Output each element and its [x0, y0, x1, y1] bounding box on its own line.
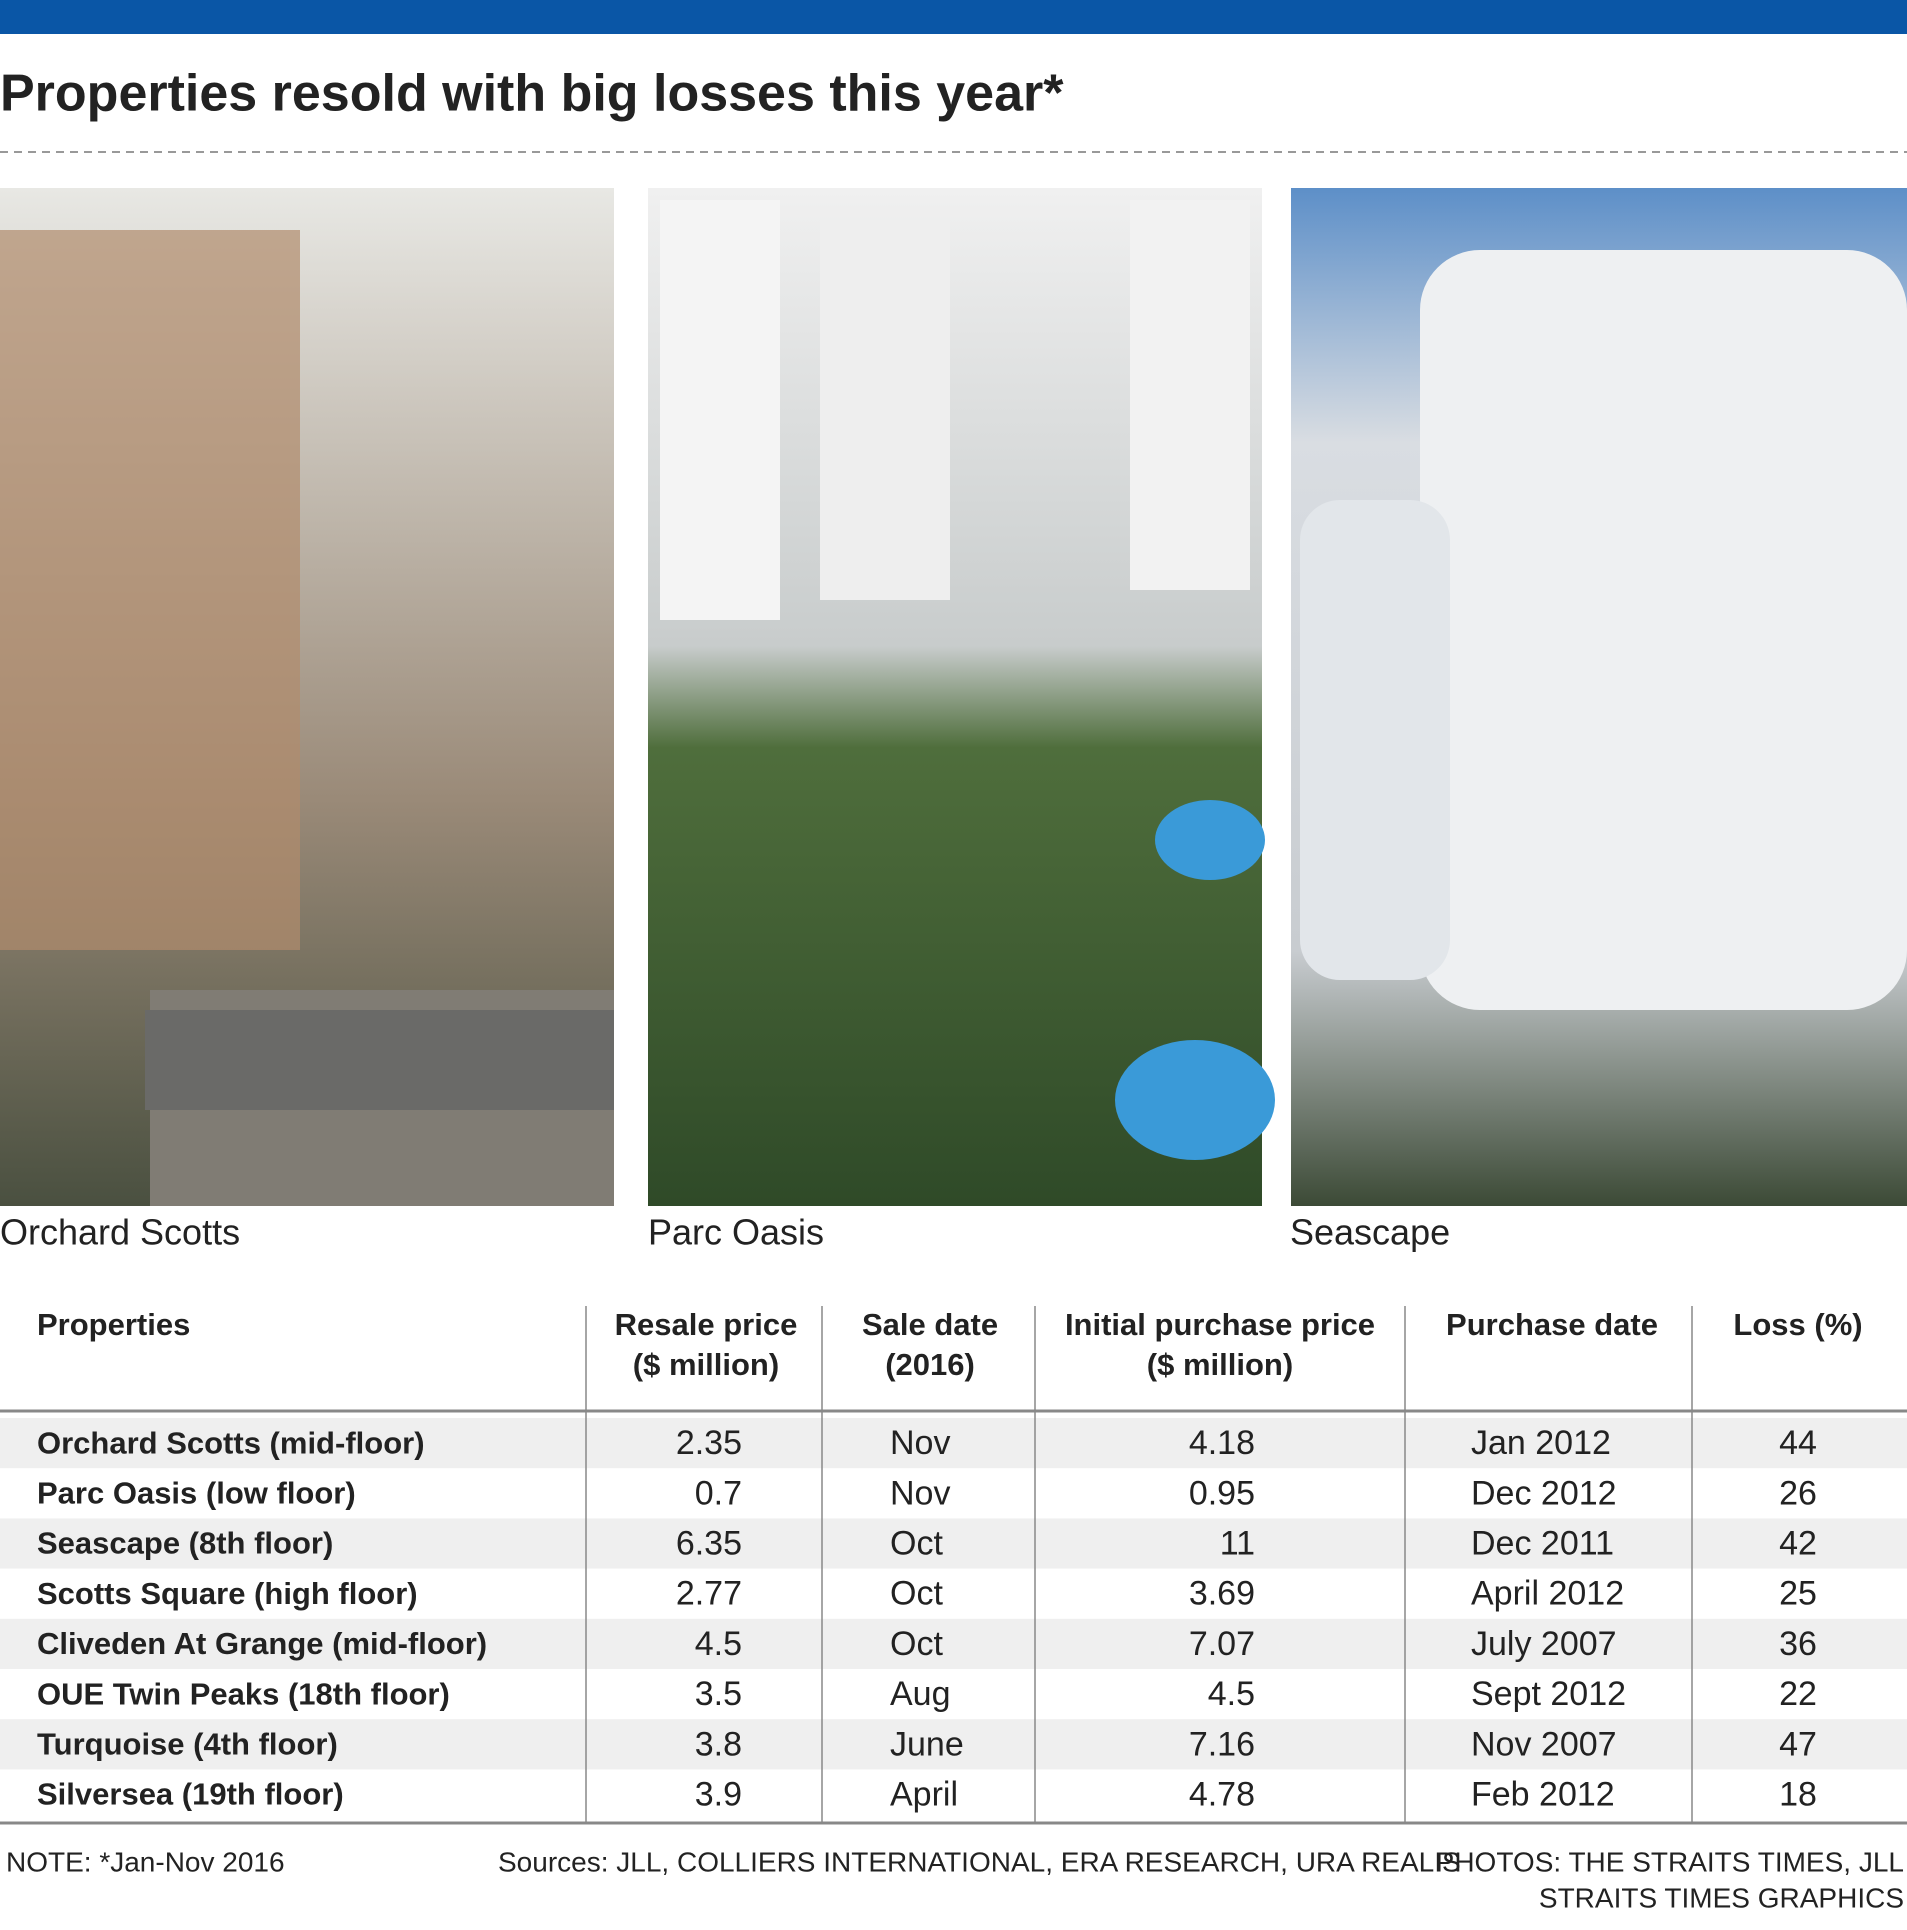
table-cell: 6.35 — [676, 1524, 742, 1562]
column-header: ($ million) — [633, 1347, 779, 1382]
property-name: OUE Twin Peaks (18th floor) — [37, 1676, 450, 1711]
table-cell: June — [890, 1725, 964, 1763]
photo-caption: Orchard Scotts — [0, 1212, 240, 1253]
column-header: ($ million) — [1147, 1347, 1293, 1382]
table-cell: 3.69 — [1189, 1575, 1255, 1613]
property-name: Seascape (8th floor) — [37, 1526, 333, 1561]
table-cell: 2.77 — [676, 1575, 742, 1613]
sources: Sources: JLL, COLLIERS INTERNATIONAL, ER… — [498, 1846, 1461, 1877]
table-cell: 36 — [1779, 1625, 1817, 1663]
row-shade — [0, 1618, 1907, 1669]
column-header: Resale price — [615, 1307, 798, 1342]
photo-caption: Parc Oasis — [648, 1212, 824, 1253]
table-cell: 26 — [1779, 1474, 1817, 1512]
table-cell: Dec 2012 — [1471, 1474, 1617, 1512]
note: NOTE: *Jan-Nov 2016 — [6, 1846, 285, 1877]
column-header: Purchase date — [1446, 1307, 1658, 1342]
column-header: Initial purchase price — [1065, 1307, 1375, 1342]
column-header: Properties — [37, 1307, 190, 1342]
table-cell: Nov — [890, 1424, 950, 1462]
table-cell: Nov — [890, 1474, 950, 1512]
photo-caption: Seascape — [1290, 1212, 1450, 1253]
table-cell: Oct — [890, 1524, 943, 1562]
photo — [0, 188, 614, 1206]
table-cell: April — [890, 1775, 958, 1813]
table-cell: 44 — [1779, 1424, 1817, 1462]
table-cell: Nov 2007 — [1471, 1725, 1617, 1763]
title: Properties resold with big losses this y… — [0, 65, 1064, 123]
table-cell: 4.18 — [1189, 1424, 1255, 1462]
table-cell: 4.5 — [1208, 1675, 1255, 1713]
table-cell: 18 — [1779, 1775, 1817, 1813]
table-cell: Feb 2012 — [1471, 1775, 1615, 1813]
property-name: Silversea (19th floor) — [37, 1777, 344, 1812]
column-header: Loss (%) — [1733, 1307, 1862, 1342]
table-cell: 3.8 — [695, 1725, 742, 1763]
table-cell: Oct — [890, 1575, 943, 1613]
top-bar — [0, 0, 1907, 34]
table-cell: 3.5 — [695, 1675, 742, 1713]
table-cell: 4.5 — [695, 1625, 742, 1663]
table-cell: 25 — [1779, 1575, 1817, 1613]
column-header: (2016) — [885, 1347, 975, 1382]
table-cell: 0.7 — [695, 1474, 742, 1512]
graphics-credit: STRAITS TIMES GRAPHICS — [1539, 1882, 1904, 1913]
table-cell: Jan 2012 — [1471, 1424, 1611, 1462]
table-cell: Aug — [890, 1675, 951, 1713]
property-name: Turquoise (4th floor) — [37, 1726, 338, 1761]
photo — [648, 188, 1275, 1206]
property-name: Parc Oasis (low floor) — [37, 1475, 356, 1510]
table-cell: 4.78 — [1189, 1775, 1255, 1813]
row-shade — [0, 1719, 1907, 1770]
row-shade — [0, 1418, 1907, 1469]
table-cell: 2.35 — [676, 1424, 742, 1462]
property-name: Scotts Square (high floor) — [37, 1576, 418, 1611]
table-cell: 3.9 — [695, 1775, 742, 1813]
photo-credit: PHOTOS: THE STRAITS TIMES, JLL — [1436, 1846, 1904, 1877]
property-name: Cliveden At Grange (mid-floor) — [37, 1626, 487, 1661]
table-cell: 22 — [1779, 1675, 1817, 1713]
table-cell: Dec 2011 — [1471, 1524, 1614, 1562]
table-cell: 7.07 — [1189, 1625, 1255, 1663]
photo — [1291, 188, 1907, 1206]
table-cell: July 2007 — [1471, 1625, 1617, 1663]
table-cell: April 2012 — [1471, 1575, 1624, 1613]
table-cell: Sept 2012 — [1471, 1675, 1626, 1713]
column-header: Sale date — [862, 1307, 998, 1342]
row-shade — [0, 1518, 1907, 1569]
table-cell: 11 — [1220, 1524, 1255, 1562]
table-cell: 42 — [1779, 1524, 1817, 1562]
table-cell: Oct — [890, 1625, 943, 1663]
table-cell: 0.95 — [1189, 1474, 1255, 1512]
table-cell: 47 — [1779, 1725, 1817, 1763]
property-name: Orchard Scotts (mid-floor) — [37, 1425, 425, 1460]
table-cell: 7.16 — [1189, 1725, 1255, 1763]
